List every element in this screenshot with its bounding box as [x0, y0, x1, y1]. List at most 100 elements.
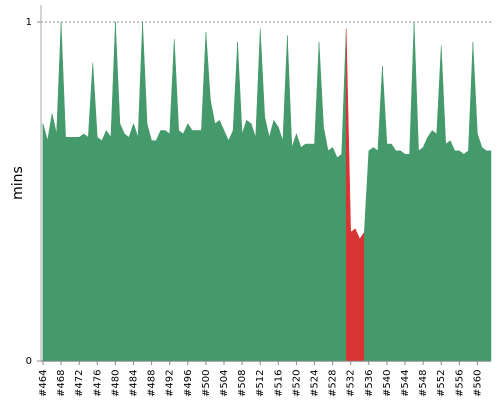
x-tick-label: #500	[201, 370, 212, 397]
area-segment	[327, 146, 333, 362]
area-segment	[246, 119, 252, 362]
area-segment	[160, 130, 166, 362]
area-segment	[422, 137, 428, 362]
area-segment	[119, 123, 125, 362]
area-segment	[332, 147, 338, 362]
area-segment	[83, 133, 89, 362]
x-tick-label: #488	[147, 370, 158, 397]
area-segment	[440, 45, 446, 362]
area-segment	[78, 133, 84, 362]
area-segment	[201, 32, 207, 362]
area-segment	[273, 119, 279, 362]
x-tick-label: #492	[165, 370, 176, 397]
area-segment	[214, 119, 220, 362]
area-segment	[314, 42, 320, 362]
y-tick-label: 0	[26, 356, 32, 367]
area-segment	[178, 129, 184, 362]
area-segment	[282, 35, 288, 362]
area-segment	[445, 140, 451, 362]
x-tick-label: #556	[454, 370, 465, 397]
area-segment	[269, 120, 275, 362]
area-segment	[418, 146, 424, 362]
area-segment	[169, 38, 175, 362]
x-tick-label: #484	[129, 370, 140, 397]
area-segment	[219, 120, 225, 362]
area-segment	[318, 42, 324, 362]
area-segment	[404, 153, 410, 362]
area-segment	[173, 38, 180, 362]
area-segment	[164, 129, 170, 362]
x-tick-label: #528	[328, 370, 339, 397]
area-segment	[205, 32, 211, 362]
area-segment	[364, 150, 370, 362]
area-segment	[413, 21, 419, 362]
area-segment	[250, 123, 256, 362]
area-segment	[232, 42, 238, 362]
x-tick-label: #524	[310, 370, 321, 397]
area-segment	[323, 127, 329, 362]
area-segment	[146, 123, 152, 362]
x-tick-label: #512	[255, 370, 266, 397]
area-segment	[350, 228, 356, 362]
area-segment	[400, 150, 406, 362]
area-segment	[409, 21, 415, 362]
x-tick-label: #472	[74, 370, 85, 397]
area-segment	[395, 150, 401, 362]
area-segment	[210, 99, 216, 362]
x-tick-label: #560	[472, 370, 483, 397]
area-segment	[228, 130, 234, 362]
area-segment	[431, 129, 437, 362]
area-segment	[187, 122, 193, 362]
area-segment	[142, 21, 148, 362]
area-segment	[472, 42, 478, 362]
area-segment	[477, 133, 483, 362]
area-segment	[481, 146, 487, 362]
area-segment	[450, 140, 456, 362]
area-segment	[196, 130, 202, 362]
area-segment	[101, 130, 107, 362]
x-tick-label: #496	[183, 370, 194, 397]
x-tick-label: #548	[418, 370, 429, 397]
area-segment	[60, 21, 66, 362]
area-segment	[124, 133, 130, 362]
area-segment	[151, 140, 157, 362]
x-tick-label: #476	[92, 370, 103, 397]
x-tick-label: #516	[273, 370, 284, 397]
area-segment	[382, 66, 388, 362]
area-segment	[223, 130, 229, 362]
area-segment	[106, 129, 112, 362]
area-segment	[110, 21, 116, 362]
x-tick-label: #508	[237, 370, 248, 397]
area-segment	[459, 150, 465, 362]
area-segment	[359, 231, 365, 362]
y-tick-label: 1	[26, 17, 32, 28]
area-segment	[183, 123, 189, 362]
area-segment	[391, 143, 397, 362]
area-segment	[354, 228, 361, 362]
area-segment	[51, 113, 57, 362]
area-segment	[436, 45, 442, 362]
area-segment	[115, 21, 121, 362]
area-segment	[65, 137, 71, 362]
area-segment	[56, 21, 62, 362]
area-segment	[309, 143, 315, 362]
area-segment	[241, 120, 247, 362]
area-segment	[287, 35, 293, 362]
area-segment	[278, 127, 284, 362]
area-segment	[128, 123, 134, 362]
area-segment	[345, 28, 351, 362]
area-segment	[486, 150, 492, 362]
area-segment	[341, 28, 347, 362]
area-segment	[264, 116, 270, 362]
area-segment	[291, 133, 297, 362]
x-tick-label: #536	[364, 370, 375, 397]
area-segment	[336, 153, 342, 362]
x-tick-label: #552	[436, 370, 447, 397]
x-tick-label: #468	[56, 370, 67, 397]
area-segment	[296, 133, 302, 362]
area-segment	[377, 66, 383, 362]
area-segment	[463, 150, 469, 362]
area-segment	[237, 42, 243, 362]
area-segment	[155, 130, 161, 362]
